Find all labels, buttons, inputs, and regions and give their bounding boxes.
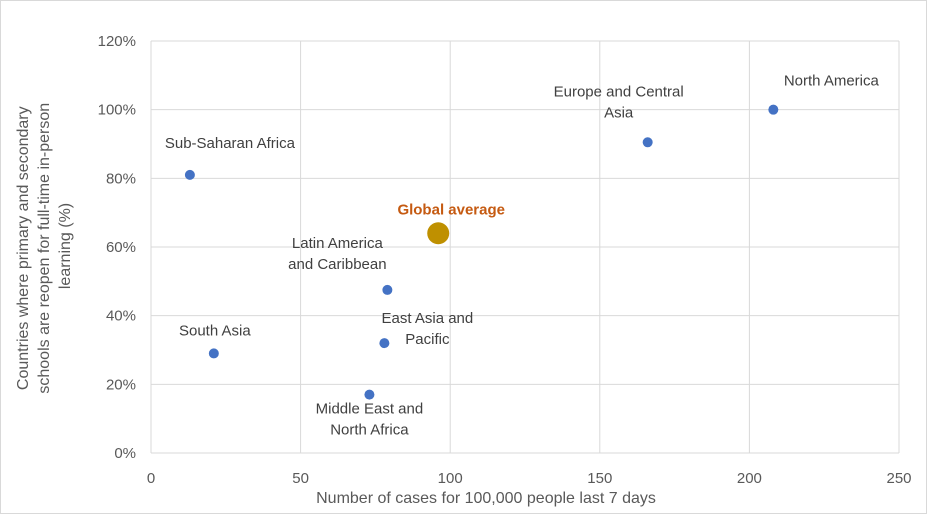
point-labels: Sub-Saharan Africa South Asia Middle East …: [165, 73, 880, 439]
y-tick-label: 20%: [106, 376, 136, 393]
data-point: [382, 284, 393, 295]
y-tick-label: 60%: [106, 239, 136, 256]
grid-layer: [150, 40, 900, 454]
data-label: Europe and Central Asia: [554, 83, 684, 121]
data-point: [364, 389, 375, 400]
y-tick-label: 120%: [98, 33, 136, 50]
data-label-line: Asia: [604, 104, 634, 121]
data-point: [184, 169, 195, 180]
y-tick-label: 0%: [114, 445, 136, 462]
data-point-highlight: [427, 222, 450, 245]
x-tick-label: 250: [886, 470, 911, 487]
y-tick-label: 40%: [106, 308, 136, 325]
data-label-line: South Asia: [179, 322, 251, 339]
data-point: [768, 104, 779, 115]
x-tick-label: 0: [147, 470, 155, 487]
data-label-line: North America: [784, 73, 880, 90]
data-points: [184, 104, 779, 400]
x-tick-label: 100: [438, 470, 463, 487]
y-axis-ticks: 0% 20% 40% 60% 80% 100% 120%: [98, 33, 136, 462]
y-axis-title-line-2: schools are reopen for full-time in-pers…: [36, 103, 53, 394]
data-label-line: Latin America: [292, 235, 384, 252]
data-label: Latin America and Caribbean: [288, 235, 386, 273]
data-point: [642, 137, 653, 148]
data-label-line: North Africa: [330, 422, 409, 439]
data-label-line: Sub-Saharan Africa: [165, 135, 296, 152]
data-label: North America: [784, 73, 880, 90]
data-label: Global average: [397, 201, 505, 218]
data-label-line: Global average: [397, 201, 505, 218]
data-label: South Asia: [179, 322, 251, 339]
x-axis-title: Number of cases for 100,000 people last …: [316, 490, 656, 507]
x-tick-label: 50: [292, 470, 309, 487]
y-axis-title-line-3: learning (%): [57, 203, 74, 289]
data-point: [208, 348, 219, 359]
x-tick-label: 150: [587, 470, 612, 487]
data-label: Sub-Saharan Africa: [165, 135, 296, 152]
data-label-line: Pacific: [405, 331, 450, 348]
data-label-line: and Caribbean: [288, 256, 386, 273]
data-label-line: East Asia and: [382, 310, 474, 327]
x-tick-label: 200: [737, 470, 762, 487]
data-label-line: Europe and Central: [554, 83, 684, 100]
y-tick-label: 100%: [98, 102, 136, 119]
y-axis-title-line-1: Countries where primary and secondary: [15, 106, 32, 390]
data-label: Middle East and North Africa: [316, 401, 424, 439]
y-axis-title: Countries where primary and secondary sc…: [15, 98, 74, 393]
x-axis-ticks: 0 50 100 150 200 250: [147, 470, 912, 487]
y-tick-label: 80%: [106, 170, 136, 187]
data-label: East Asia and Pacific: [382, 310, 474, 348]
data-point: [379, 338, 390, 349]
data-label-line: Middle East and: [316, 401, 424, 418]
